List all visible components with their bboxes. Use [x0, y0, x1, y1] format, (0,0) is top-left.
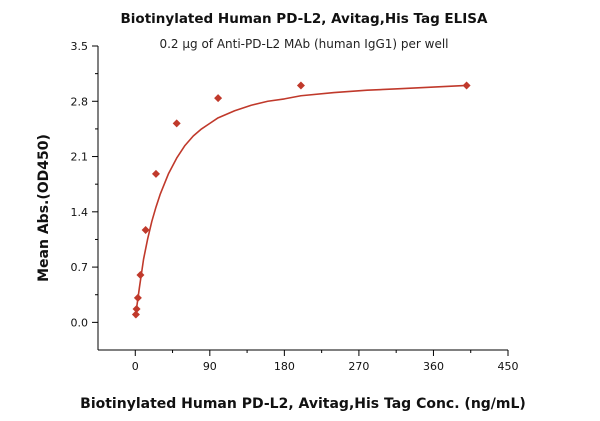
tick-labels: 0.0 0.7 1.4 2.1 2.8 3.5 0 90 180 270 360 450: [71, 40, 519, 373]
data-point: [214, 94, 223, 103]
x-tick-label: 180: [274, 360, 295, 373]
data-point: [136, 270, 145, 279]
data-point: [296, 81, 305, 90]
x-tick-label: 360: [423, 360, 444, 373]
data-point: [151, 169, 160, 178]
data-point: [462, 81, 471, 90]
data-point: [141, 225, 150, 234]
x-tick-label: 90: [203, 360, 217, 373]
fit-curve-group: [134, 84, 467, 318]
y-tick-label: 0.7: [71, 261, 89, 274]
y-tick-label: 1.4: [71, 206, 89, 219]
data-points: [131, 81, 471, 319]
y-tick-label: 3.5: [71, 40, 89, 53]
y-tick-label: 2.8: [71, 95, 89, 108]
axes: [97, 46, 508, 351]
y-tick-label: 2.1: [71, 151, 89, 164]
x-tick-label: 0: [132, 360, 139, 373]
x-tick-label: 270: [348, 360, 369, 373]
chart-subtitle: 0.2 μg of Anti-PD-L2 MAb (human IgG1) pe…: [159, 37, 448, 51]
data-point: [132, 304, 141, 313]
fit-curve: [134, 84, 467, 318]
data-point: [172, 119, 181, 128]
x-axis-label: Biotinylated Human PD-L2, Avitag,His Tag…: [80, 396, 526, 412]
y-tick-label: 0.0: [71, 316, 89, 329]
chart-title: Biotinylated Human PD-L2, Avitag,His Tag…: [121, 11, 488, 27]
x-tick-label: 450: [498, 360, 519, 373]
y-axis-label: Mean Abs.(OD450): [36, 134, 52, 282]
tick-marks: [92, 45, 509, 356]
data-point: [133, 293, 142, 302]
data-point: [131, 310, 140, 319]
